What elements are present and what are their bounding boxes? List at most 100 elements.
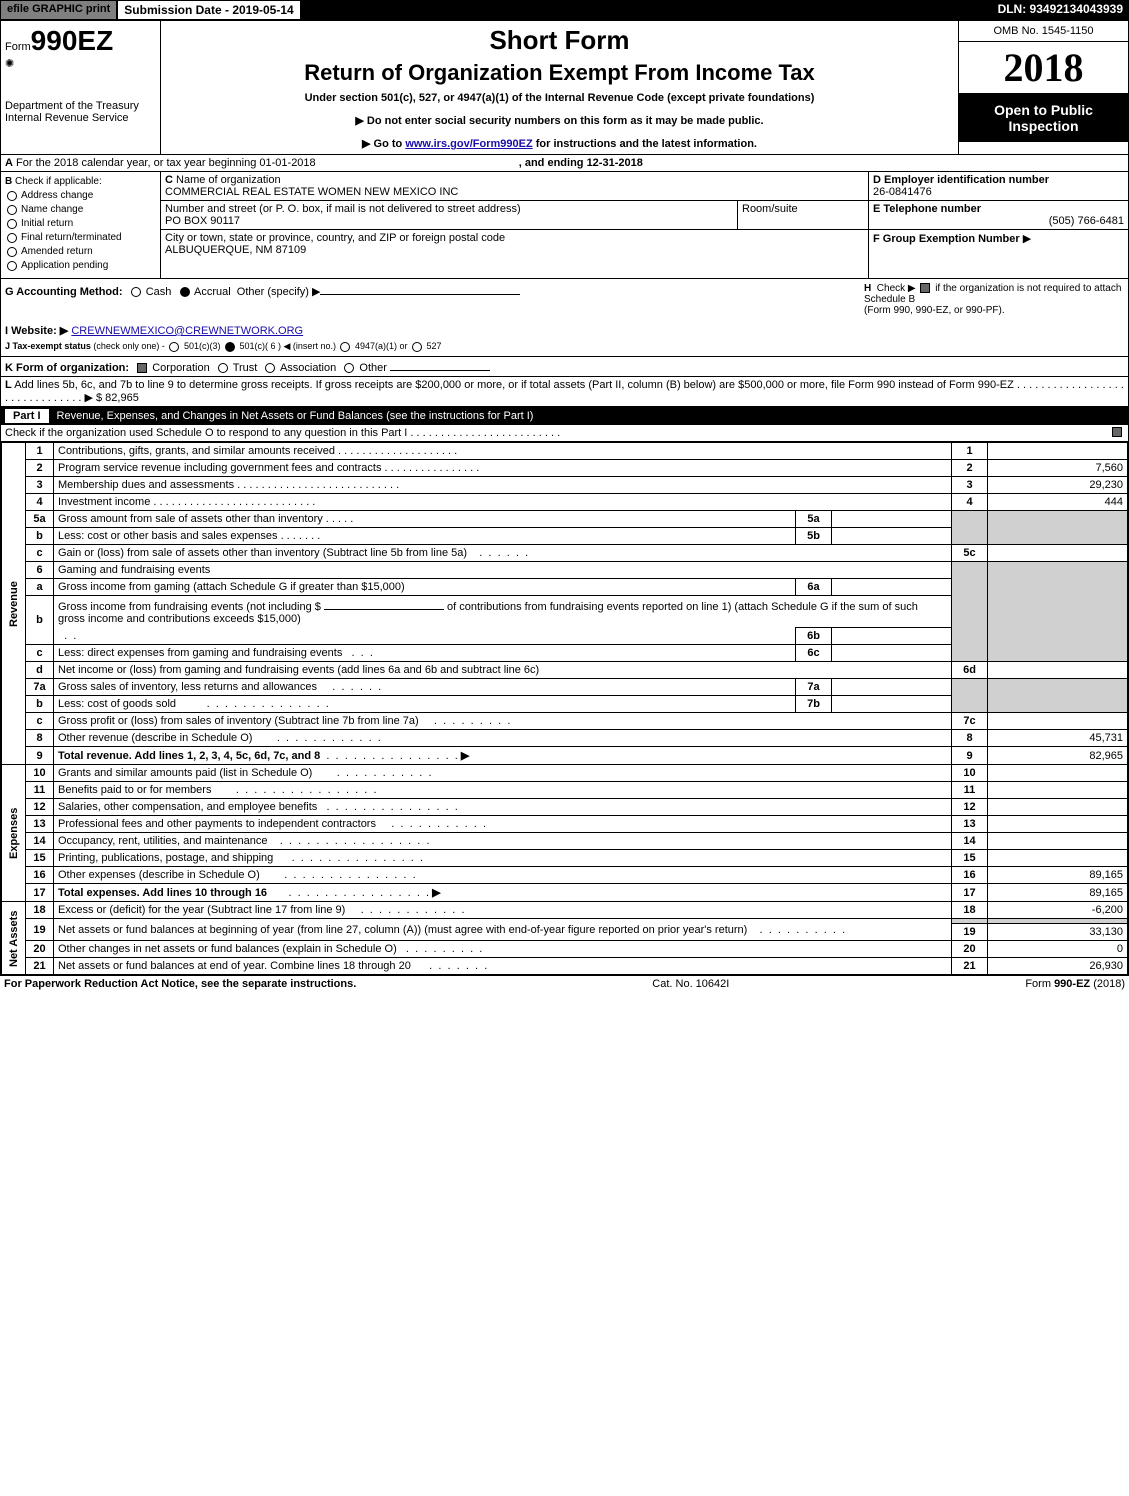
line-5a-num: 5a [26, 511, 54, 528]
address-change-radio[interactable] [7, 191, 17, 201]
part-1-title: Revenue, Expenses, and Changes in Net As… [57, 410, 534, 422]
revenue-section-label: Revenue [2, 443, 26, 765]
form-header: Form990EZ ✺ Department of the Treasury I… [1, 21, 1128, 155]
shade-7 [952, 679, 988, 713]
l-text: Add lines 5b, 6c, and 7b to line 9 to de… [14, 379, 1014, 391]
cash-radio[interactable] [131, 287, 141, 297]
arrow-icon: ▶ [461, 750, 469, 762]
cat-no: Cat. No. 10642I [652, 978, 729, 990]
paperwork-notice: For Paperwork Reduction Act Notice, see … [4, 978, 356, 990]
line-6c-num: c [26, 645, 54, 662]
line-15-num: 15 [26, 850, 54, 867]
label-i: I Website: ▶ [5, 325, 68, 337]
label-k: K Form of organization: [5, 362, 129, 374]
initial-return-radio[interactable] [7, 219, 17, 229]
other-org-input[interactable] [390, 359, 490, 371]
line-5c-col: 5c [952, 545, 988, 562]
line-9-val: 82,965 [988, 747, 1128, 765]
address-change-label: Address change [21, 190, 93, 201]
line-20-val: 0 [988, 941, 1128, 958]
amended-return-radio[interactable] [7, 247, 17, 257]
line-7a-sub: 7a [796, 679, 832, 696]
accrual-radio[interactable] [180, 287, 190, 297]
line-3-col: 3 [952, 477, 988, 494]
line-17-val: 89,165 [988, 884, 1128, 902]
application-pending-radio[interactable] [7, 261, 17, 271]
name-change-radio[interactable] [7, 205, 17, 215]
label-l: L [5, 379, 12, 391]
submission-date: Submission Date - 2019-05-14 [117, 0, 300, 20]
line-6b-input[interactable] [324, 598, 444, 610]
form-main: Form990EZ ✺ Department of the Treasury I… [0, 20, 1129, 976]
line-18-desc: Excess or (deficit) for the year (Subtra… [58, 904, 345, 916]
addr-value: PO BOX 90117 [165, 215, 240, 227]
shade-6-val [988, 562, 1128, 662]
trust-radio[interactable] [218, 363, 228, 373]
line-7b-sub: 7b [796, 696, 832, 713]
line-3-desc: Membership dues and assessments [58, 479, 234, 491]
line-17-desc: Total expenses. Add lines 10 through 16 [58, 887, 267, 899]
line-13-desc: Professional fees and other payments to … [58, 818, 376, 830]
label-j: J Tax-exempt status [5, 341, 91, 351]
label-e: E Telephone number [873, 203, 981, 215]
shade-5-val [988, 511, 1128, 545]
line-12-col: 12 [952, 799, 988, 816]
line-17-num: 17 [26, 884, 54, 902]
other-org-label: Other [359, 362, 387, 374]
irs-gov-link[interactable]: www.irs.gov/Form990EZ [405, 138, 532, 150]
website-link[interactable]: CREWNEWMEXICO@CREWNETWORK.ORG [71, 325, 303, 337]
line-7c-desc: Gross profit or (loss) from sales of inv… [58, 715, 419, 727]
lines-table: Revenue 1 Contributions, gifts, grants, … [1, 442, 1128, 975]
final-return-radio[interactable] [7, 233, 17, 243]
501c3-radio[interactable] [169, 342, 179, 352]
line-21-col: 21 [952, 958, 988, 975]
line-19-col: 19 [952, 924, 988, 941]
col-b: B Check if applicable: Address change Na… [1, 172, 161, 278]
city-label: City or town, state or province, country… [165, 232, 505, 244]
corporation-checkbox[interactable] [137, 363, 147, 373]
irs-logo-icon: ✺ [5, 57, 156, 70]
line-6a-num: a [26, 579, 54, 596]
irs-label: Internal Revenue Service [5, 112, 156, 124]
line-6a-desc: Gross income from gaming (attach Schedul… [58, 581, 405, 593]
j-paren: (check only one) - [93, 341, 165, 351]
h-checkbox[interactable] [920, 283, 930, 293]
schedule-o-checkbox[interactable] [1112, 427, 1122, 437]
line-6b-sub: 6b [796, 628, 832, 645]
other-method-input[interactable] [320, 283, 520, 295]
line-21-num: 21 [26, 958, 54, 975]
line-16-desc: Other expenses (describe in Schedule O) [58, 869, 260, 881]
527-radio[interactable] [412, 342, 422, 352]
line-6b-subval [832, 628, 952, 645]
line-14-val [988, 833, 1128, 850]
501c3-label: 501(c)(3) [184, 341, 221, 351]
association-label: Association [280, 362, 336, 374]
line-4-num: 4 [26, 494, 54, 511]
trust-label: Trust [233, 362, 258, 374]
line-5c-val [988, 545, 1128, 562]
telephone-value: (505) 766-6481 [1049, 215, 1124, 227]
line-7b-subval [832, 696, 952, 713]
part-1-sub: Check if the organization used Schedule … [1, 425, 1128, 442]
efile-print-button[interactable]: efile GRAPHIC print [0, 0, 117, 20]
4947-radio[interactable] [340, 342, 350, 352]
line-4-desc: Investment income [58, 496, 150, 508]
form-number: 990EZ [31, 25, 114, 56]
line-11-val [988, 782, 1128, 799]
line-6-desc: Gaming and fundraising events [54, 562, 952, 579]
501c-radio[interactable] [225, 342, 235, 352]
line-9-desc: Total revenue. Add lines 1, 2, 3, 4, 5c,… [58, 750, 320, 762]
line-19-num: 19 [26, 919, 54, 941]
row-a-ending: , and ending 12-31-2018 [519, 157, 643, 169]
line-15-val [988, 850, 1128, 867]
line-7a-num: 7a [26, 679, 54, 696]
association-radio[interactable] [265, 363, 275, 373]
line-19-desc: Net assets or fund balances at beginning… [58, 924, 747, 936]
line-11-col: 11 [952, 782, 988, 799]
line-5a-desc: Gross amount from sale of assets other t… [58, 513, 323, 525]
line-20-num: 20 [26, 941, 54, 958]
col-def: D Employer identification number 26-0841… [868, 172, 1128, 278]
line-13-num: 13 [26, 816, 54, 833]
org-name-label: Name of organization [176, 174, 281, 186]
other-org-radio[interactable] [344, 363, 354, 373]
